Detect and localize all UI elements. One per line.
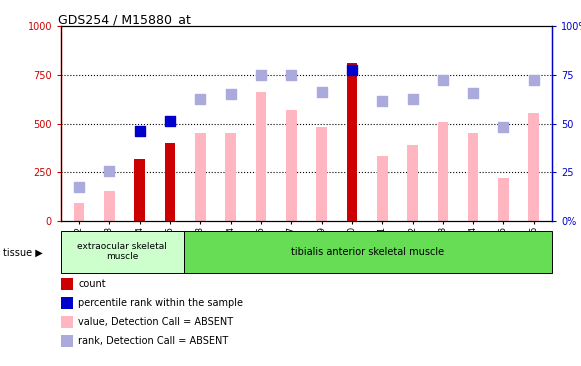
Point	[166, 117, 175, 123]
Bar	[316, 127, 327, 221]
Point	[347, 67, 357, 72]
Bar	[347, 63, 357, 221]
Bar	[437, 122, 448, 221]
Bar	[134, 159, 145, 221]
Bar	[74, 203, 84, 221]
Point	[256, 72, 266, 78]
Point	[196, 96, 205, 102]
Bar	[195, 133, 206, 221]
Text: GDS254 / M15880_at: GDS254 / M15880_at	[58, 13, 191, 26]
Point	[105, 169, 114, 175]
Point	[378, 98, 387, 104]
Bar	[256, 92, 266, 221]
Text: rank, Detection Call = ABSENT: rank, Detection Call = ABSENT	[78, 336, 229, 346]
Text: count: count	[78, 279, 106, 289]
Bar	[225, 133, 236, 221]
Bar	[468, 133, 479, 221]
Point	[317, 89, 327, 95]
Point	[408, 96, 417, 102]
Bar	[165, 143, 175, 221]
Point	[135, 128, 145, 134]
Text: tissue ▶: tissue ▶	[3, 247, 42, 258]
Bar	[184, 231, 552, 273]
Text: percentile rank within the sample: percentile rank within the sample	[78, 298, 243, 308]
Point	[74, 184, 84, 190]
Point	[529, 78, 539, 83]
Bar	[498, 178, 509, 221]
Text: value, Detection Call = ABSENT: value, Detection Call = ABSENT	[78, 317, 234, 327]
Point	[438, 78, 447, 83]
Point	[226, 91, 235, 97]
Text: tibialis anterior skeletal muscle: tibialis anterior skeletal muscle	[291, 247, 444, 257]
Bar	[104, 191, 115, 221]
Bar	[407, 145, 418, 221]
Point	[499, 124, 508, 130]
Bar	[286, 110, 297, 221]
Point	[286, 72, 296, 78]
Bar	[529, 113, 539, 221]
Bar	[377, 156, 388, 221]
Text: extraocular skeletal
muscle: extraocular skeletal muscle	[77, 242, 167, 261]
Bar	[61, 231, 184, 273]
Point	[468, 90, 478, 96]
